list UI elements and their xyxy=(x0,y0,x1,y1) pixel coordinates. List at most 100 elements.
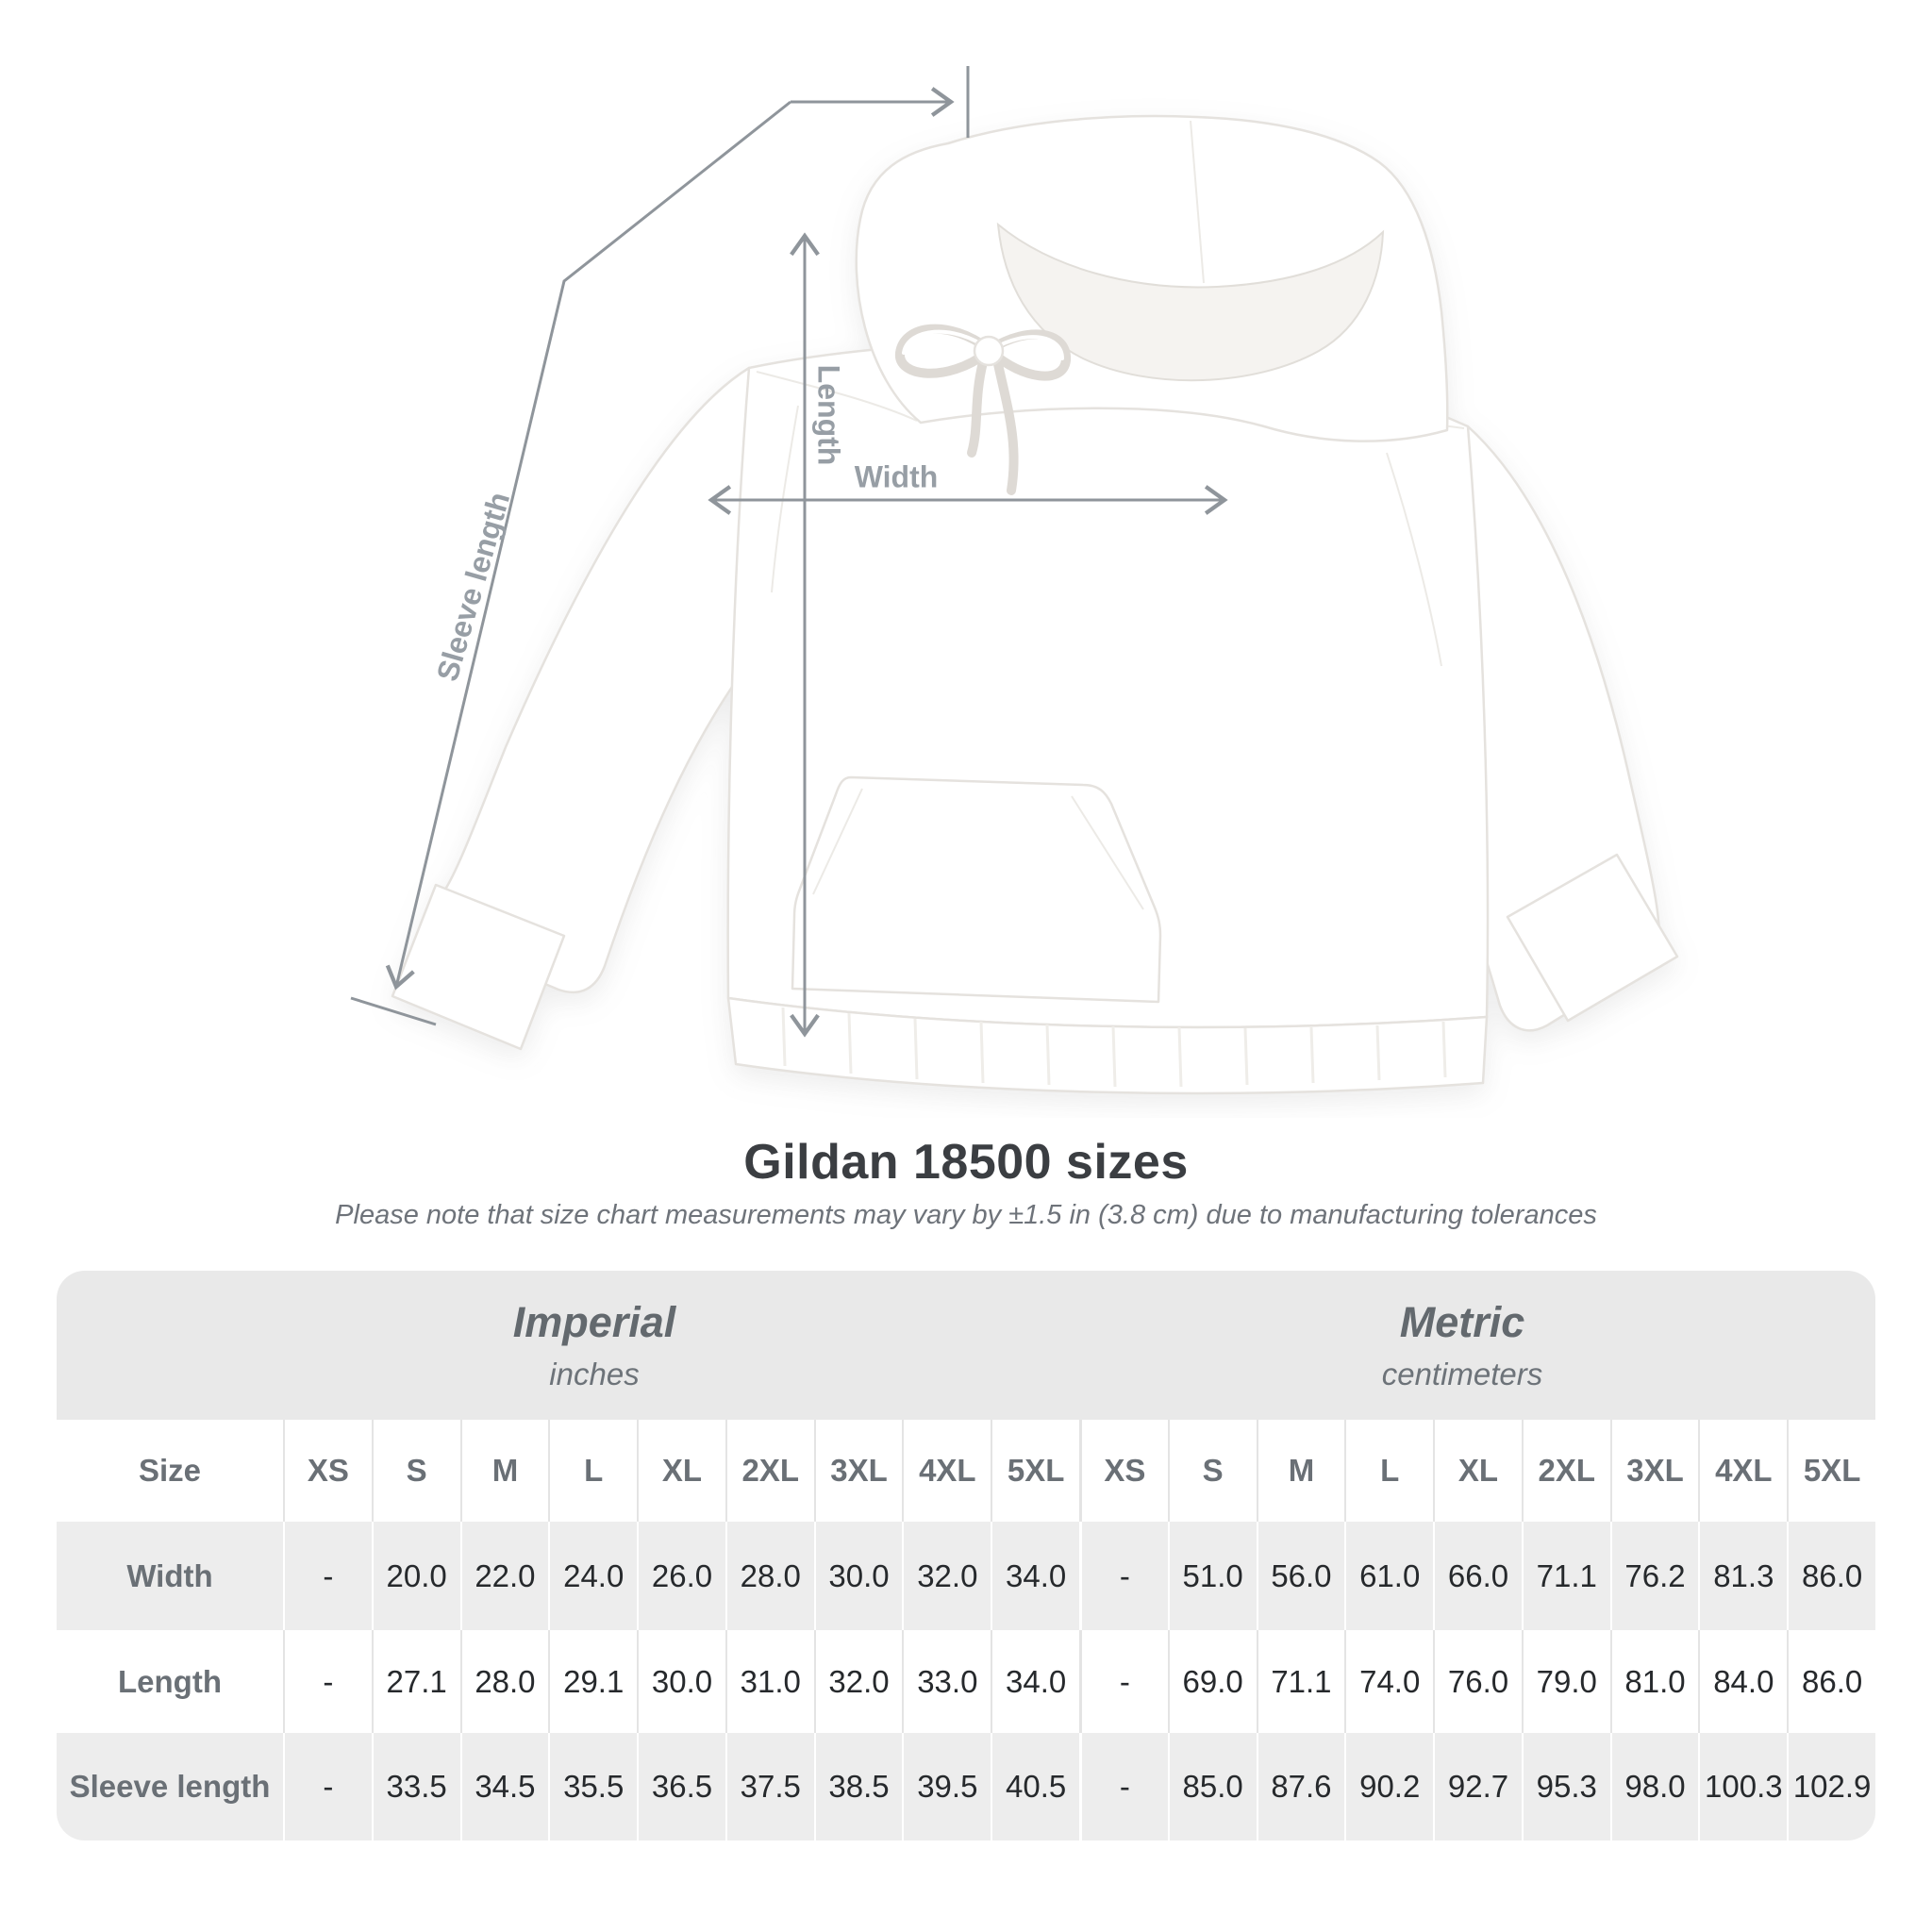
value-cell: 79.0 xyxy=(1521,1630,1610,1733)
left-shoulder-seam xyxy=(756,371,918,422)
size-header-cell: 3XL xyxy=(1609,1420,1699,1522)
value-cell: 30.0 xyxy=(637,1630,725,1733)
value-cell: 34.0 xyxy=(991,1522,1079,1630)
hoodie-left-cuff xyxy=(391,883,566,1051)
value-cell: 31.0 xyxy=(724,1630,814,1733)
value-cell: 39.5 xyxy=(902,1733,991,1840)
value-cell: 76.0 xyxy=(1433,1630,1522,1733)
row-label: Width xyxy=(126,1557,213,1593)
drawstring-bow xyxy=(895,324,1071,495)
value-cell: 32.0 xyxy=(902,1522,991,1630)
value-cell: 28.0 xyxy=(459,1630,549,1733)
value-cell: 26.0 xyxy=(637,1522,725,1630)
value-cell: 95.3 xyxy=(1521,1733,1610,1840)
value-cell: 40.5 xyxy=(991,1733,1079,1840)
size-header-cell: 4XL xyxy=(902,1420,991,1522)
value-cell: 22.0 xyxy=(459,1522,549,1630)
hood-center-seam xyxy=(1190,120,1205,284)
value-cell: 33.5 xyxy=(371,1733,460,1840)
value-cell: 85.0 xyxy=(1167,1733,1257,1840)
value-cell: 84.0 xyxy=(1698,1630,1787,1733)
value-cell: 86.0 xyxy=(1787,1522,1875,1630)
value-cell: - xyxy=(1079,1630,1168,1733)
hoodie-graphic xyxy=(391,114,1679,1095)
value-cell: 92.7 xyxy=(1433,1733,1522,1840)
value-cell: - xyxy=(283,1630,372,1733)
pocket-stitch-right xyxy=(1071,795,1144,910)
sleeve-length-arrow xyxy=(385,100,791,991)
length-label: Length xyxy=(811,364,846,466)
measurement-lines xyxy=(350,66,1228,1038)
value-cell: 37.5 xyxy=(724,1733,814,1840)
value-cell: 28.0 xyxy=(724,1522,814,1630)
hoodie-right-cuff xyxy=(1506,853,1679,1023)
sleeve-cuff-tick xyxy=(350,996,437,1026)
value-cell: 86.0 xyxy=(1787,1630,1875,1733)
value-cell: 81.0 xyxy=(1609,1630,1699,1733)
value-cell: 34.0 xyxy=(991,1630,1079,1733)
size-header-cell: 4XL xyxy=(1698,1420,1787,1522)
value-cell: 27.1 xyxy=(371,1630,460,1733)
value-cell: 87.6 xyxy=(1256,1733,1345,1840)
row-label: Length xyxy=(118,1663,222,1699)
size-header-cell: 5XL xyxy=(1787,1420,1875,1522)
hood-opening xyxy=(996,222,1385,382)
value-cell: 33.0 xyxy=(902,1630,991,1733)
value-cell: 34.5 xyxy=(459,1733,549,1840)
imperial-unit: inches xyxy=(549,1357,640,1391)
value-cell: 81.3 xyxy=(1698,1522,1787,1630)
value-cell: - xyxy=(1079,1733,1168,1840)
hoodie-illustration xyxy=(350,66,1679,1095)
size-header-cell: M xyxy=(459,1420,549,1522)
metric-header: Metric centimeters xyxy=(1132,1271,1875,1420)
size-header-cell: S xyxy=(371,1420,460,1522)
value-cell: - xyxy=(283,1522,372,1630)
value-cell: 30.0 xyxy=(813,1522,903,1630)
units-header-band: Imperial inches Metric centimeters xyxy=(57,1271,1875,1420)
value-cell: 66.0 xyxy=(1433,1522,1522,1630)
value-cell: - xyxy=(1079,1522,1168,1630)
value-cell: 36.5 xyxy=(637,1733,725,1840)
size-header-cell: XS xyxy=(283,1420,372,1522)
value-cell: 90.2 xyxy=(1344,1733,1433,1840)
table-rows: Width -20.0 22.0 24.0 26.0 28.0 30.0 32.0 34.0-5… xyxy=(57,1522,1875,1840)
value-cell: 98.0 xyxy=(1609,1733,1699,1840)
size-header-cell: 2XL xyxy=(1521,1420,1610,1522)
page-title: Gildan 18500 sizes xyxy=(743,1135,1189,1190)
table-row: Length -27.1 28.0 29.1 30.0 31.0 32.0 33.0 34.0-… xyxy=(57,1630,1875,1733)
size-header-cell: S xyxy=(1167,1420,1257,1522)
imperial-header: Imperial inches xyxy=(57,1271,1132,1420)
size-header-cell: XS xyxy=(1079,1420,1168,1522)
size-table: Imperial inches Metric centimeters Size X… xyxy=(57,1271,1875,1840)
hoodie-pocket xyxy=(791,775,1162,1004)
value-cell: 56.0 xyxy=(1256,1522,1345,1630)
size-header-cell: XL xyxy=(1433,1420,1522,1522)
hoodie-measurement-diagram: Sleeve length Length Width xyxy=(350,66,1679,1095)
metric-title: Metric xyxy=(1399,1298,1525,1346)
hem-rib-texture xyxy=(781,1007,1447,1088)
value-cell: 51.0 xyxy=(1167,1522,1257,1630)
value-cell: 35.5 xyxy=(548,1733,637,1840)
metric-unit: centimeters xyxy=(1381,1357,1543,1391)
value-cell: 102.9 xyxy=(1787,1733,1875,1840)
size-header-cell: L xyxy=(1344,1420,1433,1522)
row-label: Sleeve length xyxy=(69,1769,271,1804)
imperial-title: Imperial xyxy=(512,1298,676,1346)
value-cell: 32.0 xyxy=(813,1630,903,1733)
value-cell: 71.1 xyxy=(1256,1630,1345,1733)
width-label: Width xyxy=(854,459,939,494)
size-header-cell: 2XL xyxy=(724,1420,814,1522)
right-armhole-seam xyxy=(1386,452,1442,667)
value-cell: 38.5 xyxy=(813,1733,903,1840)
value-cell: 71.1 xyxy=(1521,1522,1610,1630)
tolerance-note: Please note that size chart measurements… xyxy=(335,1200,1597,1230)
size-header-cell: L xyxy=(548,1420,637,1522)
size-header-row: Size XS S M L XL 2XL 3XL 4XL 5XL XS S M L XL 2XL 3XL 4XL 5… xyxy=(57,1420,1875,1522)
value-cell: 76.2 xyxy=(1609,1522,1699,1630)
table-row: Sleeve length - 33.5 34.5 35.5 36.5 37.5 38.5 39… xyxy=(57,1733,1875,1840)
value-cell: 20.0 xyxy=(371,1522,460,1630)
value-cell: 69.0 xyxy=(1167,1630,1257,1733)
value-cell: 74.0 xyxy=(1344,1630,1433,1733)
size-header-cell: 3XL xyxy=(813,1420,903,1522)
size-header-cell: XL xyxy=(637,1420,725,1522)
